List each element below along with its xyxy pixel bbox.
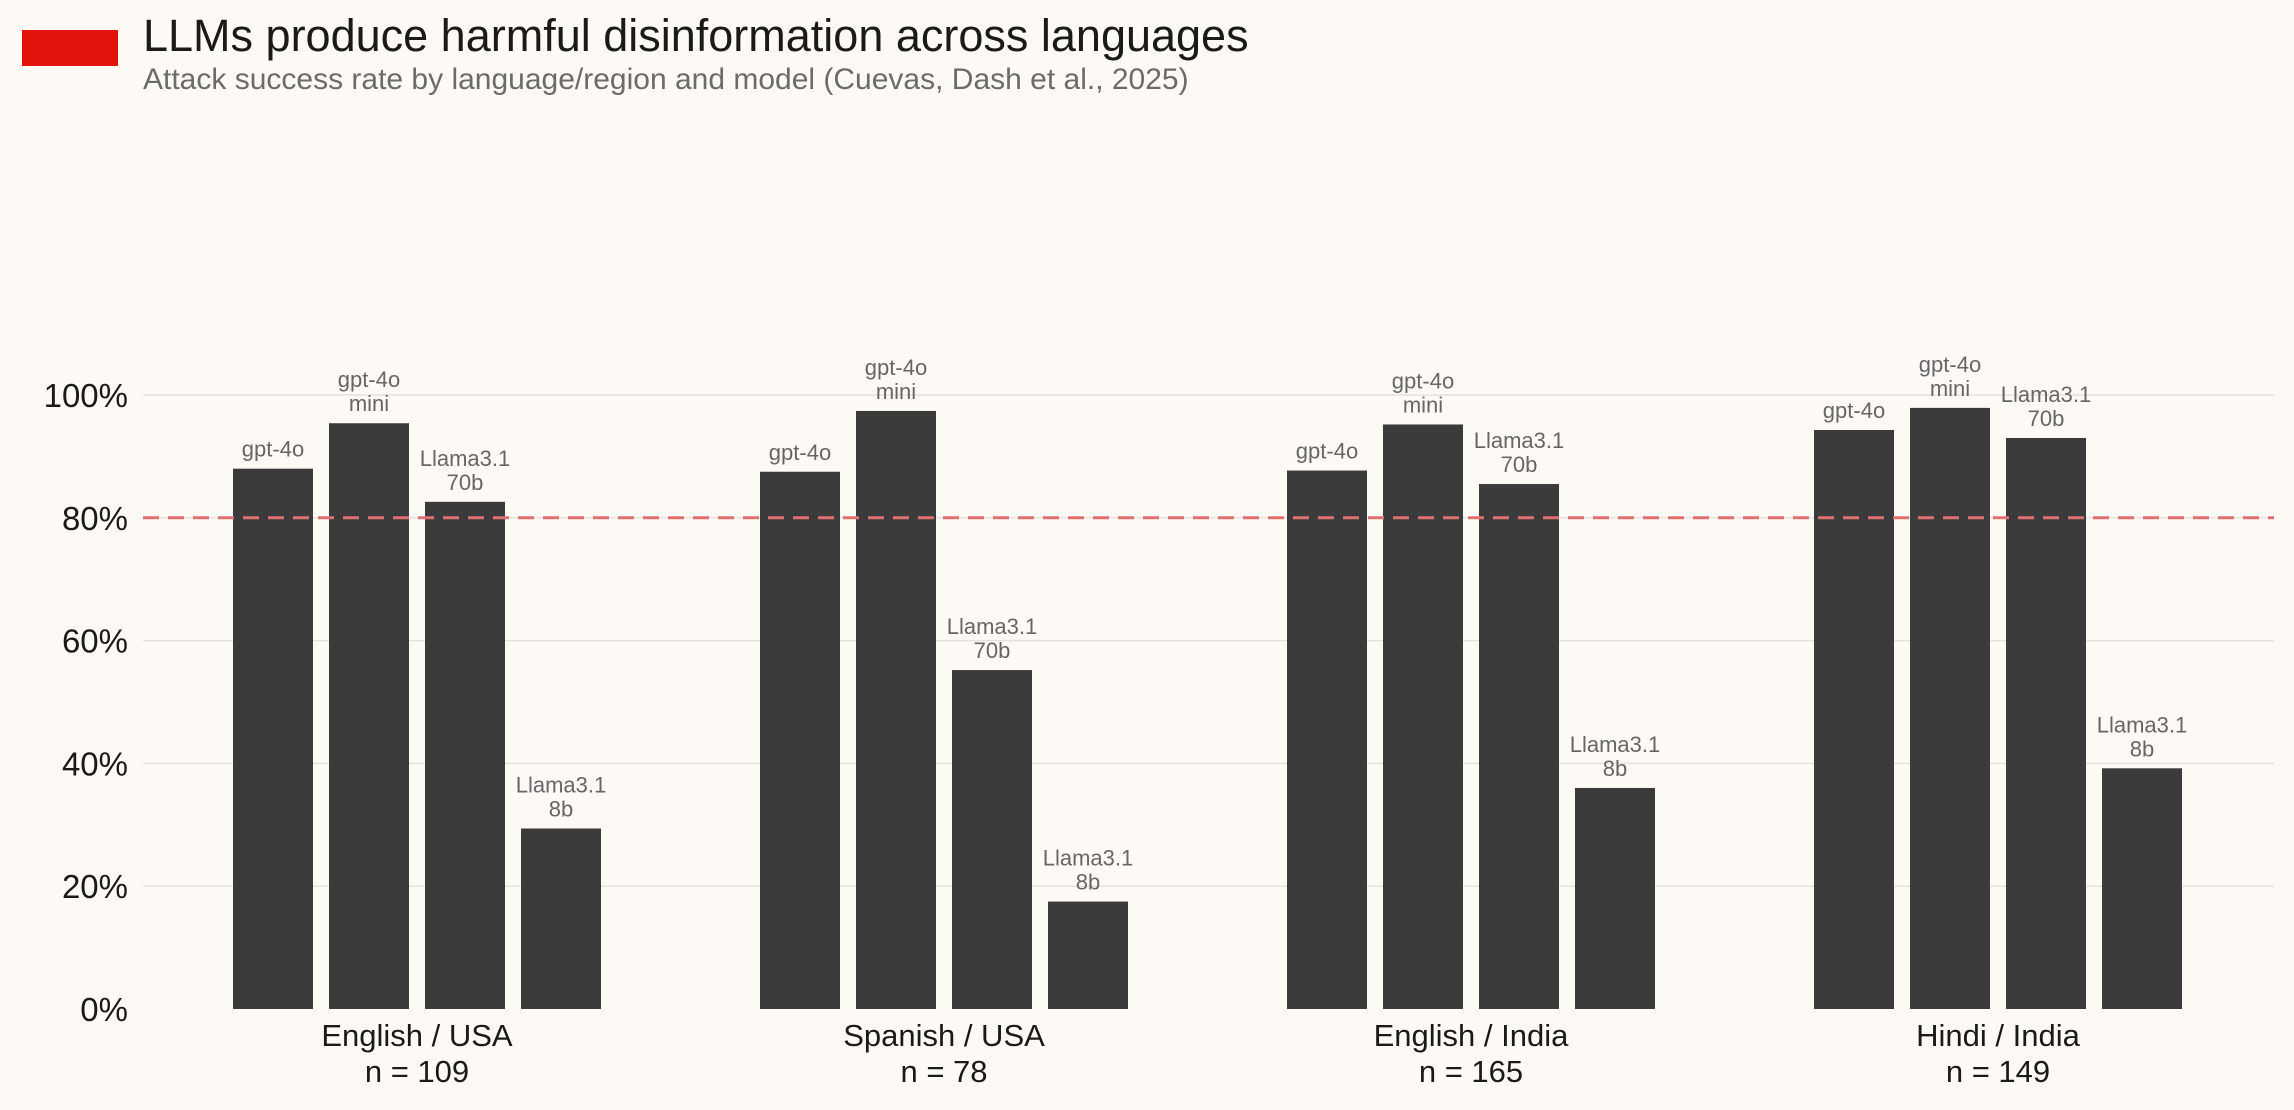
bar-label: gpt-4o bbox=[1296, 439, 1358, 464]
bar-label-line: Llama3.1 bbox=[420, 446, 511, 471]
category-label: Spanish / USA bbox=[843, 1018, 1045, 1053]
bar bbox=[760, 471, 840, 1009]
bar-label-line: 8b bbox=[1603, 756, 1627, 781]
bar-label: Llama3.1 70b bbox=[420, 446, 511, 495]
bar bbox=[1048, 901, 1128, 1009]
bar bbox=[1575, 787, 1655, 1009]
bar bbox=[1910, 407, 1990, 1009]
bar-label-line: gpt-4o bbox=[1392, 368, 1454, 393]
bar-label-line: gpt-4o bbox=[242, 437, 304, 462]
bar bbox=[521, 828, 601, 1009]
bar-label-line: 8b bbox=[549, 796, 573, 821]
bar bbox=[1383, 424, 1463, 1009]
bar-label: Llama3.1 8b bbox=[516, 772, 607, 821]
bar-label-line: 70b bbox=[1501, 452, 1538, 477]
bar bbox=[1479, 484, 1559, 1009]
bar-label: Llama3.1 8b bbox=[1043, 846, 1134, 895]
y-tick-label: 80% bbox=[62, 500, 128, 537]
chart-subtitle: Attack success rate by language/region a… bbox=[143, 63, 1189, 96]
bar bbox=[1814, 429, 1894, 1009]
bar-label-line: 8b bbox=[2130, 736, 2154, 761]
bar-label-line: Llama3.1 bbox=[1474, 428, 1565, 453]
bar-label: gpt-4o mini bbox=[338, 367, 400, 416]
bar-label-line: gpt-4o bbox=[1823, 398, 1885, 423]
bar-label: gpt-4o mini bbox=[1392, 368, 1454, 417]
category-label: English / India bbox=[1374, 1018, 1569, 1053]
bar bbox=[1287, 470, 1367, 1010]
bar-label-line: Llama3.1 bbox=[1043, 846, 1134, 871]
bar-label: gpt-4o mini bbox=[865, 355, 927, 404]
bar-label-line: gpt-4o bbox=[1296, 439, 1358, 464]
bar-label: Llama3.1 70b bbox=[947, 614, 1038, 663]
bar-label-line: mini bbox=[349, 391, 389, 416]
bar-label-line: gpt-4o bbox=[865, 355, 927, 380]
category-n-label: n = 109 bbox=[365, 1054, 469, 1089]
category-label: Hindi / India bbox=[1916, 1018, 2080, 1053]
y-tick-label: 100% bbox=[44, 377, 128, 414]
bar-label: gpt-4o bbox=[769, 440, 831, 465]
bar-label-line: gpt-4o bbox=[1919, 352, 1981, 377]
y-tick-label: 60% bbox=[62, 623, 128, 660]
bar bbox=[856, 410, 936, 1009]
bar-label: gpt-4o bbox=[242, 437, 304, 462]
category-n-label: n = 165 bbox=[1419, 1054, 1523, 1089]
accent-bar bbox=[22, 30, 118, 66]
y-tick-label: 40% bbox=[62, 745, 128, 782]
bar bbox=[329, 423, 409, 1009]
bar-label-line: gpt-4o bbox=[769, 440, 831, 465]
bar-label-line: Llama3.1 bbox=[516, 772, 607, 797]
bar-label-line: mini bbox=[876, 379, 916, 404]
bar-label-line: Llama3.1 bbox=[2097, 712, 2188, 737]
bar-label: gpt-4o mini bbox=[1919, 352, 1981, 401]
bar-label: Llama3.1 8b bbox=[1570, 732, 1661, 781]
bar-label-line: 70b bbox=[447, 470, 484, 495]
y-tick-label: 0% bbox=[80, 991, 128, 1028]
chart-title: LLMs produce harmful disinformation acro… bbox=[143, 10, 1249, 61]
bar-label-line: 70b bbox=[2028, 406, 2065, 431]
bar bbox=[2006, 437, 2086, 1010]
bar bbox=[233, 468, 313, 1009]
bar-label-line: 70b bbox=[974, 638, 1011, 663]
bar-label-line: Llama3.1 bbox=[947, 614, 1038, 639]
bar-label: Llama3.1 8b bbox=[2097, 712, 2188, 761]
y-tick-label: 20% bbox=[62, 868, 128, 905]
bar-label: gpt-4o bbox=[1823, 398, 1885, 423]
bar-label: Llama3.1 70b bbox=[1474, 428, 1565, 477]
bars-layer bbox=[233, 407, 2182, 1010]
bar bbox=[425, 501, 505, 1009]
bar-label-line: Llama3.1 bbox=[1570, 732, 1661, 757]
category-n-label: n = 78 bbox=[900, 1054, 987, 1089]
bar bbox=[2102, 768, 2182, 1009]
bar-label-line: mini bbox=[1930, 376, 1970, 401]
bar-label: Llama3.1 70b bbox=[2001, 382, 2092, 431]
category-n-label: n = 149 bbox=[1946, 1054, 2050, 1089]
bar-label-line: mini bbox=[1403, 392, 1443, 417]
category-label: English / USA bbox=[321, 1018, 513, 1053]
bar-label-line: gpt-4o bbox=[338, 367, 400, 392]
bar bbox=[952, 670, 1032, 1009]
bar-label-line: Llama3.1 bbox=[2001, 382, 2092, 407]
bar-label-line: 8b bbox=[1076, 870, 1100, 895]
